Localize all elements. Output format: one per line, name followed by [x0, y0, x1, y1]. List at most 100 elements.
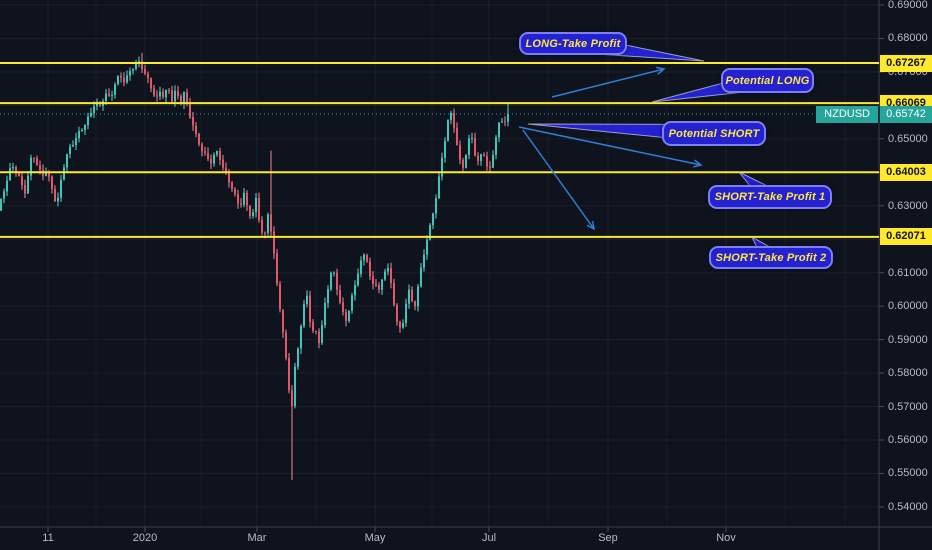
- candle-body: [402, 323, 404, 328]
- price-level-badge: 0.64003: [880, 163, 932, 181]
- candle-body: [444, 140, 446, 158]
- candle-body: [51, 176, 53, 190]
- candle-body: [399, 321, 401, 328]
- candle-body: [489, 166, 491, 168]
- candle-body: [294, 366, 296, 406]
- candle-body: [186, 92, 188, 103]
- candle-body: [315, 330, 317, 332]
- price-tick-label: 0.61000: [888, 266, 928, 279]
- candle-body: [222, 159, 224, 168]
- candle-body: [267, 214, 269, 234]
- annotation-potential-long[interactable]: Potential LONG: [721, 68, 814, 93]
- candle-body: [462, 160, 464, 168]
- candle-body: [153, 88, 155, 96]
- candle-body: [363, 254, 365, 261]
- price-tick-label: 0.54000: [888, 500, 928, 513]
- candle-body: [201, 144, 203, 152]
- candle-body: [339, 289, 341, 303]
- candle-body: [57, 197, 59, 202]
- candle-body: [504, 121, 506, 123]
- candle-body: [105, 93, 107, 102]
- candle-body: [219, 150, 221, 160]
- price-level-badge: 0.62071: [880, 228, 932, 246]
- trend-arrow[interactable]: [522, 129, 595, 230]
- candle-body: [408, 289, 410, 304]
- candle-body: [75, 138, 77, 145]
- candle-body: [108, 93, 110, 96]
- candle-body: [87, 116, 89, 126]
- candle-body: [0, 198, 2, 211]
- candle-body: [336, 272, 338, 290]
- symbol-price-tag: NZDUSD: [816, 105, 878, 123]
- candle-body: [225, 167, 227, 173]
- candle-body: [438, 176, 440, 199]
- candle-body: [81, 129, 83, 132]
- candle-body: [297, 348, 299, 367]
- candle-body: [144, 69, 146, 74]
- annotation-short-take-profit-2[interactable]: SHORT-Take Profit 2: [709, 246, 833, 269]
- candle-body: [183, 92, 185, 104]
- candle-body: [282, 309, 284, 333]
- candle-body: [450, 112, 452, 120]
- candle-body: [366, 254, 368, 262]
- candle-body: [246, 192, 248, 206]
- candle-body: [393, 283, 395, 306]
- candle-body: [69, 146, 71, 154]
- candle-body: [231, 182, 233, 189]
- candle-body: [285, 332, 287, 358]
- candle-body: [345, 312, 347, 322]
- candle-body: [174, 90, 176, 102]
- annotation-potential-short[interactable]: Potential SHORT: [662, 121, 766, 146]
- price-tick-label: 0.65000: [888, 132, 928, 145]
- candle-body: [168, 90, 170, 92]
- candle-body: [195, 125, 197, 134]
- price-tick-label: 0.68000: [888, 32, 928, 45]
- candle-body: [27, 175, 29, 194]
- time-tick-label: 2020: [132, 532, 158, 544]
- candle-body: [390, 268, 392, 284]
- candle-body: [288, 357, 290, 391]
- candle-body: [213, 154, 215, 164]
- candle-body: [129, 70, 131, 76]
- candle-body: [126, 75, 128, 83]
- candle-body: [270, 214, 272, 232]
- candle-body: [252, 212, 254, 217]
- candle-body: [264, 232, 266, 234]
- candle-body: [12, 166, 14, 169]
- time-tick-label: 11: [42, 532, 54, 544]
- candle-body: [492, 154, 494, 168]
- candle-body: [66, 153, 68, 168]
- candle-body: [204, 151, 206, 153]
- candle-body: [507, 114, 509, 122]
- candle-body: [384, 271, 386, 280]
- candle-body: [123, 77, 125, 83]
- candle-body: [456, 127, 458, 145]
- candle-body: [39, 165, 41, 170]
- candle-body: [9, 168, 11, 181]
- candle-body: [372, 276, 374, 284]
- candle-body: [45, 171, 47, 176]
- candle-body: [432, 213, 434, 226]
- annotation-long-take-profit[interactable]: LONG-Take Profit: [519, 32, 627, 55]
- candle-body: [303, 304, 305, 326]
- candle-body: [279, 283, 281, 310]
- candle-body: [111, 94, 113, 96]
- candle-body: [156, 95, 158, 97]
- trend-arrowhead: [586, 220, 596, 231]
- time-tick-label: Jul: [481, 532, 497, 544]
- candle-body: [306, 295, 308, 305]
- candle-body: [216, 150, 218, 155]
- time-tick-label: May: [364, 532, 386, 544]
- candle-body: [459, 144, 461, 161]
- candle-body: [177, 90, 179, 97]
- annotation-short-take-profit-1[interactable]: SHORT-Take Profit 1: [708, 185, 832, 209]
- trend-arrow[interactable]: [551, 68, 665, 98]
- candle-body: [351, 295, 353, 311]
- trend-arrow[interactable]: [518, 126, 702, 166]
- candle-body: [360, 260, 362, 274]
- candle-body: [198, 133, 200, 145]
- candle-body: [210, 158, 212, 164]
- candle-body: [24, 185, 26, 194]
- candle-body: [141, 60, 143, 70]
- candle-body: [417, 286, 419, 307]
